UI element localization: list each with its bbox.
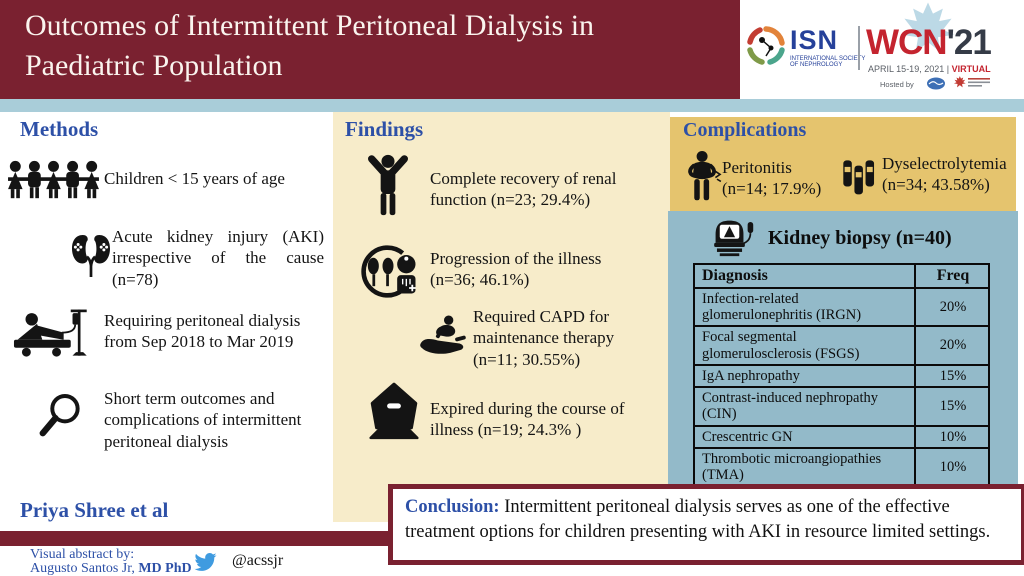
diagnosis-cell: Infection-related glomerulonephritis (IR… [693,286,916,328]
capd-icon [419,314,469,356]
table-row: Crescentric GN 10% [693,424,990,449]
wcn-text: WCN [866,23,948,62]
conclusion-box: Conclusion: Intermittent peritoneal dial… [388,484,1024,565]
credit-line-2: Augusto Santos Jr, MD PhD [30,561,192,576]
table-header-row: Diagnosis Freq [693,263,990,289]
twitter-bird-icon [192,551,219,573]
findings-item-text: Progression of the illness (n=36; 46.1%) [430,249,602,290]
page-title: Outcomes of Intermittent Peritoneal Dial… [25,9,595,82]
complications-heading: Complications [683,119,807,141]
complication-item: Peritonitis (n=14; 17.9%) [722,157,854,200]
methods-panel: Methods Children < 15 years of age [0,112,333,531]
freq-cell: 15% [914,363,990,389]
diagnosis-cell: Thrombotic microangiopathies (TMA) [693,446,916,488]
table-row: Focal segmental glomerulosclerosis (FSGS… [693,325,990,366]
hosted-by-text: Hosted by [880,80,914,89]
findings-item-text: Complete recovery of renal function (n=2… [430,169,617,210]
complication-value: (n=34; 43.58%) [882,175,990,195]
findings-item-text: Expired during the course of illness (n=… [430,399,625,440]
complication-label: Peritonitis [722,158,792,177]
complication-value: (n=14; 17.9%) [722,179,822,199]
table-row: Thrombotic microangiopathies (TMA) 10% [693,446,990,488]
virtual-text: VIRTUAL [951,64,991,74]
diagnosis-cell: Focal segmental glomerulosclerosis (FSGS… [693,325,916,366]
progression-icon [355,244,421,299]
diagnosis-cell: Contrast-induced nephropathy (CIN) [693,386,916,427]
peritonitis-icon [688,150,724,202]
wcn-wordmark: WCN'21 [866,23,992,62]
test-tubes-icon [842,159,876,197]
methods-item-text: Children < 15 years of age [104,169,285,188]
expired-icon [369,382,419,442]
date-text: APRIL 15-19, 2021 | [868,64,950,74]
freq-cell: 10% [914,424,990,449]
credit-line-1: Visual abstract by: [30,547,135,562]
freq-cell: 20% [914,286,990,328]
findings-panel: Findings Complete recovery of renal func… [333,112,670,522]
conference-logo-panel: ISN INTERNATIONAL SOCIETY OF NEPHROLOGY … [740,0,1024,99]
hosted-by-line: Hosted by [880,80,914,89]
table-row: IgA nephropathy 15% [693,363,990,389]
complication-item: Dyselectrolytemia (n=34; 43.58%) [882,153,1016,196]
table-row: Contrast-induced nephropathy (CIN) 15% [693,386,990,427]
wcn-year: '21 [946,23,992,62]
patient-bed-icon [12,306,94,361]
col-header-diagnosis: Diagnosis [693,263,916,289]
kidneys-icon [72,230,110,282]
twitter-handle: @acssjr [232,552,284,569]
biopsy-heading: Kidney biopsy (n=40) [768,227,952,249]
hosted-logo-blue [926,77,946,90]
methods-item-text: Requiring peritoneal dialysis from Sep 2… [104,311,301,352]
biopsy-table: Diagnosis Freq Infection-related glomeru… [693,263,990,510]
diagnosis-cell: IgA nephropathy [693,363,916,389]
hosted-logo-csn [952,75,992,91]
logo-divider [858,26,860,70]
complications-panel: Complications Peritonitis (n=14; 17.9%) [670,117,1016,211]
methods-heading: Methods [20,117,99,141]
magnifier-icon [38,392,84,438]
wcn-date-line: APRIL 15-19, 2021 | VIRTUAL [868,64,991,74]
header-band: Outcomes of Intermittent Peritoneal Dial… [0,0,740,99]
freq-cell: 15% [914,386,990,427]
table-row: Infection-related glomerulonephritis (IR… [693,286,990,328]
methods-item-text: Acute kidney injury (AKI) irrespective o… [112,227,324,289]
findings-item-text: Required CAPD for maintenance therapy (n… [473,307,615,369]
isn-subtitle: INTERNATIONAL SOCIETY OF NEPHROLOGY [790,56,866,69]
credit-name: Augusto Santos Jr, [30,561,135,576]
conclusion-label: Conclusion: [405,497,500,517]
children-icon [6,160,101,200]
maple-leaf-icon [892,0,964,62]
freq-cell: 10% [914,446,990,488]
accent-strip [0,99,1024,112]
methods-item-text: Short term outcomes and complications of… [104,389,302,451]
recovery-icon [365,154,411,216]
ultrasound-icon [710,219,756,257]
freq-cell: 20% [914,325,990,366]
conclusion-text: Intermittent peritoneal dialysis serves … [405,497,991,542]
complication-label: Dyselectrolytemia [882,154,1007,173]
diagnosis-cell: Crescentric GN [693,424,916,449]
isn-ring-logo [746,26,786,66]
col-header-freq: Freq [914,263,990,289]
credit-degrees: MD PhD [138,561,192,576]
author-line: Priya Shree et al [20,498,169,522]
findings-heading: Findings [345,117,424,141]
kidney-biopsy-panel: Kidney biopsy (n=40) Diagnosis Freq Infe… [668,211,1018,510]
isn-wordmark: ISN [790,25,839,55]
